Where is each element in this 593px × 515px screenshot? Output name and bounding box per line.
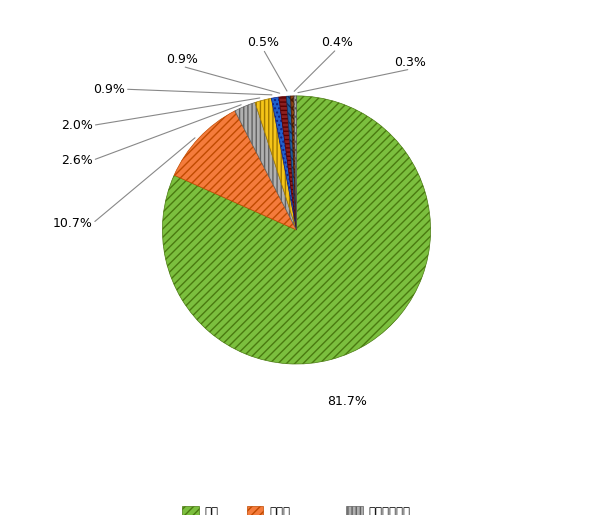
Text: 10.7%: 10.7% — [53, 217, 93, 230]
Text: 0.3%: 0.3% — [394, 56, 426, 69]
Wedge shape — [255, 98, 296, 230]
Wedge shape — [272, 97, 296, 230]
Text: 81.7%: 81.7% — [327, 395, 368, 408]
Wedge shape — [162, 96, 431, 364]
Text: 0.4%: 0.4% — [321, 36, 353, 49]
Text: 2.6%: 2.6% — [61, 154, 93, 167]
Wedge shape — [294, 96, 296, 230]
Wedge shape — [291, 96, 296, 230]
Legend: 転ぶ, ぶつかる, 挟まれる, 落ちる, 溺れる, 噛まれる・刺される, 物が詰まる等, 切る・刺さる, やけど: 転ぶ, ぶつかる, 挟まれる, 落ちる, 溺れる, 噛まれる・刺される, 物が詰… — [182, 506, 411, 515]
Wedge shape — [174, 111, 296, 230]
Wedge shape — [235, 102, 296, 230]
Text: 2.0%: 2.0% — [61, 119, 93, 132]
Text: 0.9%: 0.9% — [167, 54, 199, 66]
Text: 0.5%: 0.5% — [247, 36, 279, 49]
Wedge shape — [279, 96, 296, 230]
Text: 0.9%: 0.9% — [93, 83, 125, 96]
Wedge shape — [286, 96, 296, 230]
